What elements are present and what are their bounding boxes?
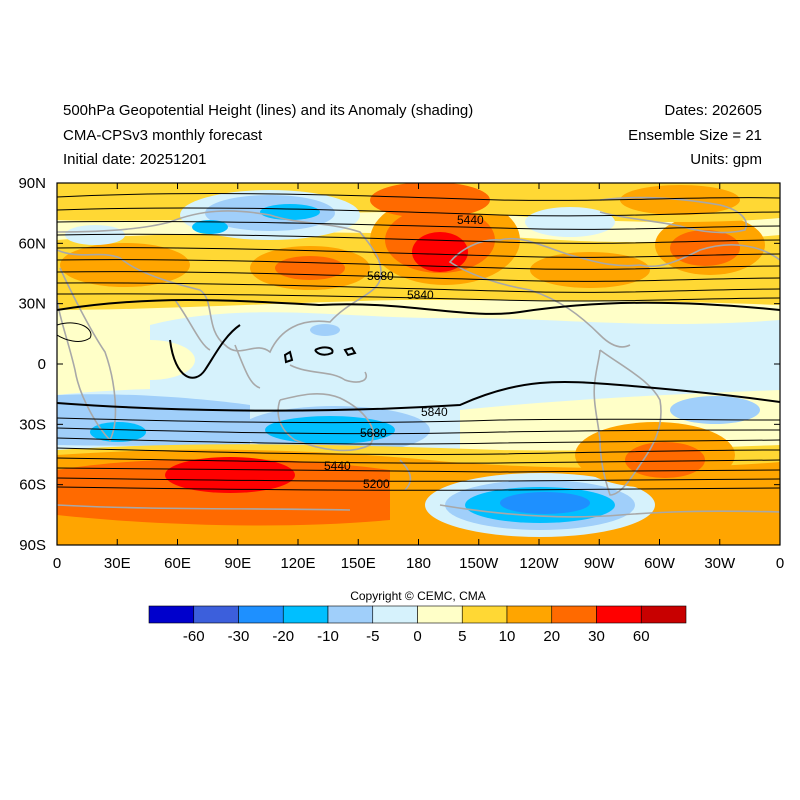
colorbar-label: 60 (633, 628, 650, 645)
colorbar-label: -60 (183, 628, 205, 645)
lon-label: 120E (280, 555, 315, 572)
lon-label: 150W (459, 555, 499, 572)
contour-label: 5840 (421, 405, 448, 419)
ensemble-size: Ensemble Size = 21 (628, 127, 762, 144)
colorbar-label: -10 (317, 628, 339, 645)
initial-date: Initial date: 20251201 (63, 151, 207, 168)
colorbar: -60 -30 -20 -10 -5 0 5 10 20 30 60 (148, 605, 687, 645)
contour-label: 5680 (360, 426, 387, 440)
copyright-text: Copyright © CEMC, CMA (350, 589, 486, 603)
contour-label: 5440 (324, 459, 351, 473)
lon-label: 180 (406, 555, 431, 572)
anomaly-shading (57, 183, 780, 545)
lon-label: 90E (224, 555, 251, 572)
colorbar-swatch (640, 605, 687, 624)
lon-label: 60E (164, 555, 191, 572)
colorbar-swatch (506, 605, 553, 624)
colorbar-label: 10 (499, 628, 516, 645)
colorbar-swatch (193, 605, 239, 624)
lon-label: 90W (584, 555, 616, 572)
lon-label: 120W (519, 555, 559, 572)
lon-label: 60W (644, 555, 676, 572)
forecast-dates: Dates: 202605 (664, 102, 762, 119)
colorbar-label: -5 (366, 628, 379, 645)
lon-label: 150E (341, 555, 376, 572)
contour-label: 5680 (367, 269, 394, 283)
contour-label: 5440 (457, 213, 484, 227)
lon-label: 0 (776, 555, 784, 572)
colorbar-label: 5 (458, 628, 466, 645)
colorbar-swatch (417, 605, 463, 624)
lat-label: 90S (19, 537, 46, 554)
lon-label: 30E (104, 555, 131, 572)
colorbar-label: -20 (272, 628, 294, 645)
colorbar-swatch (282, 605, 329, 624)
lat-label: 30N (18, 296, 46, 313)
colorbar-swatch (372, 605, 418, 624)
colorbar-swatch (551, 605, 597, 624)
contour-label: 5840 (407, 288, 434, 302)
contour-label: 5200 (363, 477, 390, 491)
colorbar-label: -30 (228, 628, 250, 645)
model-name: CMA-CPSv3 monthly forecast (63, 127, 263, 144)
height-contours (57, 193, 780, 491)
lon-label: 30W (704, 555, 736, 572)
units-label: Units: gpm (690, 151, 762, 168)
lat-label: 30S (19, 416, 46, 433)
colorbar-label: 20 (543, 628, 560, 645)
colorbar-swatch (461, 605, 508, 624)
lon-label: 0 (53, 555, 61, 572)
colorbar-label: 0 (413, 628, 421, 645)
lat-label: 90N (18, 175, 46, 192)
colorbar-label: 30 (588, 628, 605, 645)
colorbar-swatch (327, 605, 374, 624)
lat-label: 0 (38, 356, 46, 373)
map-title: 500hPa Geopotential Height (lines) and i… (63, 102, 474, 119)
contour-labels: 5440 5680 5840 5840 5680 5440 5200 (324, 213, 484, 491)
colorbar-swatch (148, 605, 195, 624)
lat-label: 60N (18, 235, 46, 252)
lat-label: 60S (19, 477, 46, 494)
map-axes: 90N 60N 30N 0 30S 60S 90S 0 30E 60E 90E 120E 150E 180… (18, 175, 784, 572)
colorbar-swatch (596, 605, 642, 624)
colorbar-swatch (238, 605, 284, 624)
